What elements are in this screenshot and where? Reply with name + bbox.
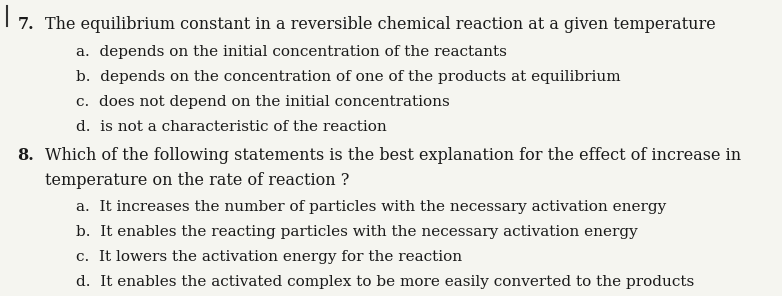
Text: Which of the following statements is the best explanation for the effect of incr: Which of the following statements is the… bbox=[45, 147, 741, 164]
Text: 7.: 7. bbox=[17, 16, 34, 33]
Text: a.  depends on the initial concentration of the reactants: a. depends on the initial concentration … bbox=[76, 45, 507, 59]
Text: 8.: 8. bbox=[17, 147, 34, 164]
Text: temperature on the rate of reaction ?: temperature on the rate of reaction ? bbox=[45, 172, 350, 189]
Text: b.  depends on the concentration of one of the products at equilibrium: b. depends on the concentration of one o… bbox=[76, 70, 621, 84]
Text: The equilibrium constant in a reversible chemical reaction at a given temperatur: The equilibrium constant in a reversible… bbox=[45, 16, 716, 33]
Text: c.  It lowers the activation energy for the reaction: c. It lowers the activation energy for t… bbox=[76, 250, 462, 263]
Text: d.  is not a characteristic of the reaction: d. is not a characteristic of the reacti… bbox=[76, 120, 386, 134]
Text: c.  does not depend on the initial concentrations: c. does not depend on the initial concen… bbox=[76, 95, 450, 109]
Text: a.  It increases the number of particles with the necessary activation energy: a. It increases the number of particles … bbox=[76, 200, 666, 213]
Text: d.  It enables the activated complex to be more easily converted to the products: d. It enables the activated complex to b… bbox=[76, 275, 694, 289]
Text: b.  It enables the reacting particles with the necessary activation energy: b. It enables the reacting particles wit… bbox=[76, 225, 637, 239]
